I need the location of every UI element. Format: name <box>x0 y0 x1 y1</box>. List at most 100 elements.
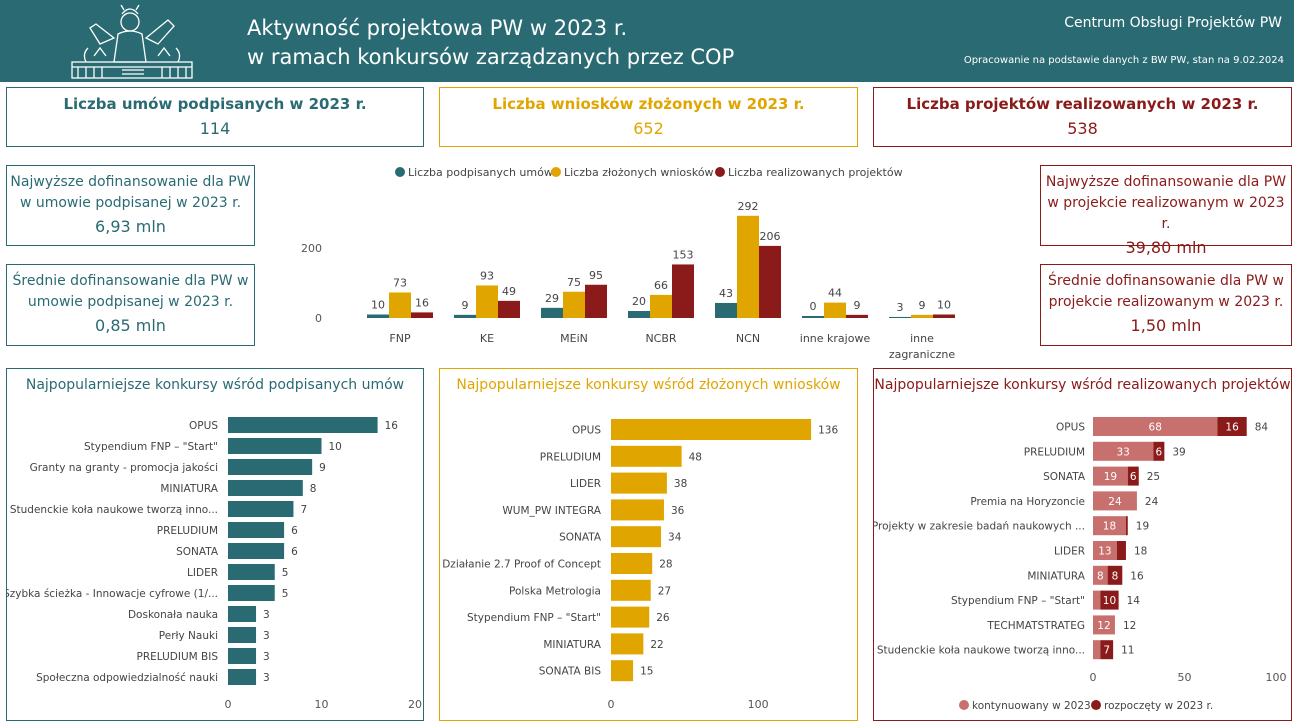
projekty-bar-chart: OPUS 68 16 84 PRELUDIUM 33 6 39 SONATA 19 6 25 Premi… <box>874 417 1287 712</box>
bar-5-2 <box>846 314 868 318</box>
card-avg-umowa-line1: Średnie dofinansowanie dla PW w <box>12 273 249 289</box>
bar-3 <box>611 499 664 521</box>
kpi-umowy-title: Liczba umów podpisanych w 2023 r. <box>63 95 367 113</box>
x-tick-label-2: MEiN <box>560 332 588 345</box>
kpi-umowy: Liczba umów podpisanych w 2023 r. 114 <box>6 87 424 147</box>
bar-segment-3-0 <box>1093 491 1137 511</box>
category-label-9: Doskonała nauka <box>128 609 218 621</box>
bar-0-0 <box>367 314 389 318</box>
bar-3-1 <box>650 294 672 318</box>
card-max-projekt-value: 39,80 mln <box>1125 238 1207 257</box>
bar-value-label-0-0: 10 <box>371 299 385 312</box>
bar-value-label-8: 22 <box>650 639 663 651</box>
category-label-8: MINIATURA <box>543 639 601 651</box>
card-avg-umowa: Średnie dofinansowanie dla PW w umowie po… <box>6 264 255 346</box>
category-label-9: Studenckie koła naukowe tworzą inno... <box>877 645 1085 657</box>
bar-6-0 <box>889 316 911 318</box>
bar-value-label-6: 27 <box>658 585 671 597</box>
bar-4-2 <box>759 245 781 318</box>
category-label-6: Polska Metrologia <box>509 585 601 597</box>
kpi-projekty: Liczba projektów realizowanych w 2023 r.… <box>873 87 1292 147</box>
bar-6-1 <box>911 314 933 318</box>
bar-value-label-0-2: 16 <box>415 296 429 309</box>
bar-1 <box>611 445 682 467</box>
bar-7 <box>228 564 275 580</box>
bar-value-label-1: 10 <box>329 441 342 453</box>
bar-segment-1-1 <box>1153 441 1165 461</box>
category-label-1: PRELUDIUM <box>540 451 601 463</box>
legend-marker-2 <box>715 167 725 177</box>
page-title-line2: w ramach konkursów zarządzanych przez CO… <box>247 45 735 69</box>
y-tick-label-0: 0 <box>315 312 322 325</box>
bar-3 <box>228 480 303 496</box>
bar-value-label-11: 3 <box>263 651 270 663</box>
bar-value-label-4-0: 43 <box>719 287 733 300</box>
bar-4-0 <box>715 302 737 318</box>
category-label-12: Społeczna odpowiedzialność nauki <box>36 672 218 684</box>
bar-6-2 <box>933 314 955 318</box>
bar-segment-5-0 <box>1093 541 1117 560</box>
bar-2 <box>611 472 667 494</box>
bar-3-0 <box>628 311 650 318</box>
category-label-11: PRELUDIUM BIS <box>136 651 218 663</box>
total-label-9: 11 <box>1121 645 1134 657</box>
bar-value-label-6: 6 <box>291 546 298 558</box>
bar-value-label-6-1: 9 <box>919 299 926 312</box>
funding-source-bar-chart: Liczba podpisanych umów Liczba złożonych … <box>301 166 955 361</box>
bar-value-label-5: 6 <box>291 525 298 537</box>
category-label-4: Studenckie koła naukowe tworzą inno... <box>10 504 218 516</box>
bar-value-label-2-0: 29 <box>545 292 559 305</box>
bar-value-label-3-2: 153 <box>673 248 694 261</box>
category-label-4: Projekty w zakresie badań naukowych ... <box>874 521 1085 533</box>
category-label-4: SONATA <box>559 532 602 544</box>
card-max-umowa-value: 6,93 mln <box>95 217 166 236</box>
total-label-4: 19 <box>1136 521 1149 533</box>
university-emblem-icon <box>71 4 193 79</box>
bar-12 <box>228 669 257 685</box>
bar-value-label-7: 26 <box>656 612 670 624</box>
category-label-7: Stypendium FNP – "Start" <box>467 612 601 624</box>
category-label-6: SONATA <box>176 546 219 558</box>
panel-wnioski: Najpopularniejsze konkursy wśród złożony… <box>439 368 858 721</box>
bar-value-label-5: 28 <box>659 559 672 571</box>
bar-value-label-6-2: 10 <box>937 299 951 312</box>
card-max-projekt-line1: Najwyższe dofinansowanie dla PW <box>1045 174 1287 190</box>
bar-4 <box>228 501 294 517</box>
panel-projekty: Najpopularniejsze konkursy wśród realizo… <box>873 368 1292 721</box>
kpi-projekty-title: Liczba projektów realizowanych w 2023 r. <box>906 95 1259 113</box>
panel-umowy-title: Najpopularniejsze konkursy wśród podpisa… <box>25 377 405 393</box>
bar-2-0 <box>541 307 563 318</box>
bar-8 <box>611 633 644 655</box>
category-label-5: Działanie 2.7 Proof of Concept <box>442 559 601 571</box>
card-avg-umowa-line2: umowie podpisanej w 2023 r. <box>27 294 234 310</box>
category-label-10: Perły Nauki <box>159 630 218 642</box>
bar-value-label-12: 3 <box>263 672 270 684</box>
total-label-0: 84 <box>1255 422 1269 434</box>
page-title-line1: Aktywność projektowa PW w 2023 r. <box>247 16 628 40</box>
total-label-7: 14 <box>1127 595 1141 607</box>
segment-label-0-0: 68 <box>1149 422 1162 434</box>
x-tick-label-3: NCBR <box>645 332 676 345</box>
bar-5 <box>228 522 285 538</box>
x-tick-label-0: 0 <box>608 698 615 711</box>
x-tick-label-4: NCN <box>736 332 760 345</box>
bar-segment-6-0 <box>1093 565 1108 585</box>
kpi-wnioski: Liczba wniosków złożonych w 2023 r. 652 <box>439 87 858 147</box>
bar-value-label-2: 38 <box>674 478 687 490</box>
bar-value-label-1-0: 9 <box>462 299 469 312</box>
bar-segment-7-1 <box>1100 590 1119 610</box>
legend-label-1: rozpoczęty w 2023 r. <box>1104 700 1213 712</box>
bar-segment-8-0 <box>1093 615 1115 635</box>
bar-value-label-4: 7 <box>300 504 307 516</box>
bar-segment-4-0 <box>1093 516 1126 536</box>
bar-value-label-4-2: 206 <box>760 230 781 243</box>
bar-0 <box>228 417 378 433</box>
card-max-projekt-line2: w projekcie realizowanym w 2023 r. <box>1047 195 1285 232</box>
total-label-6: 16 <box>1130 570 1144 582</box>
bar-4-1 <box>737 215 759 318</box>
panel-projekty-title: Najpopularniejsze konkursy wśród realizo… <box>874 377 1291 393</box>
bar-6 <box>611 579 651 601</box>
segment-label-4-0: 18 <box>1103 521 1116 533</box>
kpi-wnioski-title: Liczba wniosków złożonych w 2023 r. <box>492 95 805 113</box>
bar-segment-2-1 <box>1127 466 1139 486</box>
